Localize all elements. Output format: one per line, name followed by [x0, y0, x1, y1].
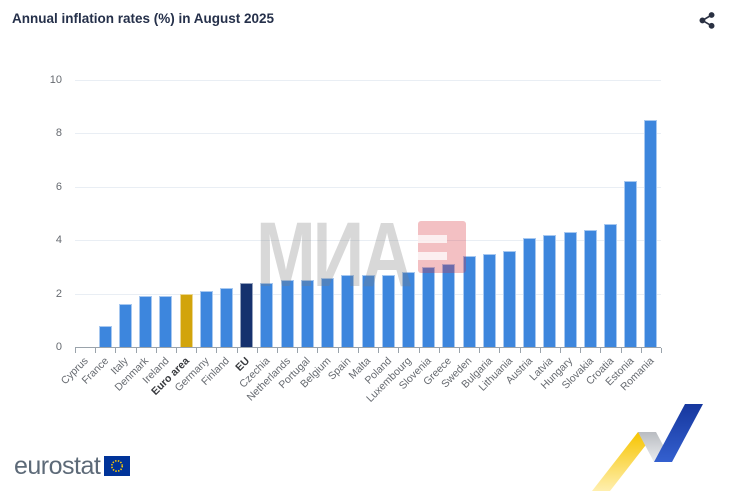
x-axis-tick: [418, 348, 420, 353]
x-axis-tick: [236, 348, 238, 353]
x-axis-tick: [75, 348, 76, 353]
bar[interactable]: [422, 266, 436, 347]
y-axis-tick-label: 6: [55, 180, 62, 193]
bar[interactable]: [139, 296, 153, 347]
bar[interactable]: [381, 274, 395, 347]
bar[interactable]: [300, 280, 314, 347]
bar[interactable]: [179, 293, 193, 347]
bar[interactable]: [401, 272, 415, 347]
x-axis-tick: [115, 348, 117, 353]
bar[interactable]: [260, 282, 274, 347]
bar[interactable]: [98, 325, 112, 347]
x-axis-tick: [640, 348, 642, 353]
x-axis-tick: [378, 348, 380, 353]
eurostat-wordmark: eurostat: [14, 452, 101, 480]
x-axis-tick: [196, 348, 198, 353]
x-axis-tick: [297, 348, 299, 353]
bar[interactable]: [462, 256, 476, 347]
x-axis-tick: [135, 348, 137, 353]
y-axis-tick-label: 8: [55, 127, 62, 140]
bar[interactable]: [603, 224, 617, 347]
x-axis-tick: [256, 348, 258, 353]
page-title: Annual inflation rates (%) in August 202…: [12, 11, 275, 26]
x-axis-tick: [337, 348, 339, 353]
eu-flag-icon: [104, 456, 131, 481]
gridline: [75, 186, 661, 188]
y-axis-tick-label: 4: [55, 234, 62, 247]
x-axis-tick: [95, 348, 97, 353]
x-axis-tick: [519, 348, 521, 353]
x-axis-tick: [499, 348, 501, 353]
share-icon: [697, 10, 717, 33]
x-axis-tick: [661, 348, 662, 353]
gridline: [75, 240, 661, 242]
x-axis-tick: [155, 348, 157, 353]
bar[interactable]: [119, 304, 133, 347]
bar[interactable]: [644, 120, 658, 347]
x-axis-tick: [277, 348, 279, 353]
bar[interactable]: [280, 280, 294, 347]
bar[interactable]: [220, 288, 234, 347]
bar[interactable]: [442, 264, 456, 347]
eurostat-logo: eurostat: [14, 452, 131, 481]
x-axis-tick: [559, 348, 561, 353]
bar[interactable]: [502, 250, 516, 347]
x-axis-tick: [216, 348, 218, 353]
bar[interactable]: [563, 232, 577, 347]
x-axis-tick: [580, 348, 582, 353]
x-axis-tick: [620, 348, 622, 353]
y-axis-tick-label: 2: [55, 287, 62, 300]
x-axis-tick: [317, 348, 319, 353]
share-button[interactable]: [694, 8, 720, 34]
bar[interactable]: [523, 237, 537, 347]
bar[interactable]: [341, 274, 355, 347]
bar[interactable]: [240, 282, 254, 347]
y-axis-tick-label: 10: [49, 74, 62, 86]
bar[interactable]: [159, 296, 173, 347]
x-axis-tick: [357, 348, 359, 353]
bar[interactable]: [583, 229, 597, 347]
x-axis-tick: [438, 348, 440, 353]
bar[interactable]: [361, 274, 375, 347]
gridline: [75, 80, 661, 81]
bar[interactable]: [624, 181, 638, 347]
bar[interactable]: [482, 253, 496, 347]
bar[interactable]: [199, 290, 213, 347]
x-axis-tick: [176, 348, 178, 353]
x-axis-tick: [458, 348, 460, 353]
x-axis-tick: [600, 348, 602, 353]
bar[interactable]: [321, 277, 335, 347]
x-axis-tick: [398, 348, 400, 353]
x-axis-tick: [539, 348, 541, 353]
bar[interactable]: [543, 234, 557, 347]
x-axis-line: [75, 347, 661, 348]
x-axis-tick: [479, 348, 481, 353]
y-axis-tick-label: 0: [55, 341, 62, 353]
gridline: [75, 133, 661, 135]
